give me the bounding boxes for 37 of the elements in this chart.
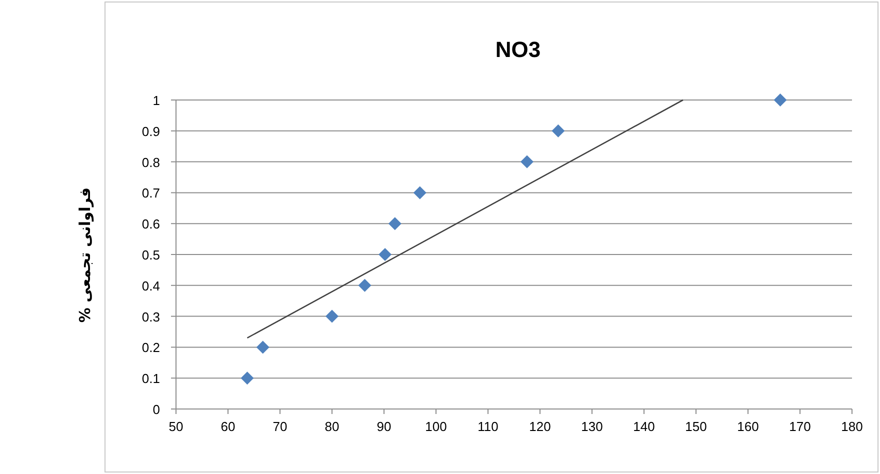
- x-tick-label: 100: [425, 419, 447, 434]
- y-tick-label: 0.3: [142, 309, 160, 324]
- point: [413, 186, 426, 200]
- y-tick-label: 1: [152, 93, 160, 108]
- x-tick-label: 80: [324, 419, 340, 434]
- y-tick-label: 0.7: [142, 186, 160, 201]
- point: [378, 248, 392, 261]
- point: [240, 372, 254, 385]
- y-tick-label: 0.4: [142, 278, 160, 294]
- y-tick-label: 0: [152, 402, 160, 417]
- x-tick-label: 170: [789, 419, 811, 434]
- x-tick-label: 140: [633, 419, 655, 434]
- point: [358, 278, 372, 292]
- y-axis-title: فراوانی تجمعی %: [76, 187, 94, 323]
- x-tick-label: 120: [529, 419, 551, 434]
- point: [326, 310, 338, 323]
- y-tick-label: 0.5: [142, 248, 160, 262]
- x-tick-label: 50: [168, 419, 184, 434]
- y-tick-label: 0.9: [142, 124, 160, 139]
- point: [774, 94, 787, 106]
- point: [520, 155, 534, 168]
- y-tick-label: 0.8: [142, 154, 160, 170]
- x-tick-label: 180: [841, 419, 863, 434]
- x-tick-label: 150: [685, 419, 707, 434]
- x-tick-label: 60: [220, 419, 236, 434]
- point: [256, 340, 270, 354]
- y-tick-label: 0.6: [142, 216, 160, 232]
- x-tick-label: 70: [272, 419, 288, 434]
- y-tick-label: 0.2: [142, 340, 160, 356]
- y-tick-label: 0.1: [142, 371, 160, 386]
- point: [552, 124, 565, 138]
- point: [388, 217, 402, 230]
- x-tick-label: 130: [581, 419, 603, 434]
- x-tick-label: 110: [478, 419, 498, 434]
- x-tick-label: 160: [737, 419, 759, 434]
- chart-title: NO3: [495, 37, 541, 62]
- x-tick-label: 90: [376, 419, 392, 434]
